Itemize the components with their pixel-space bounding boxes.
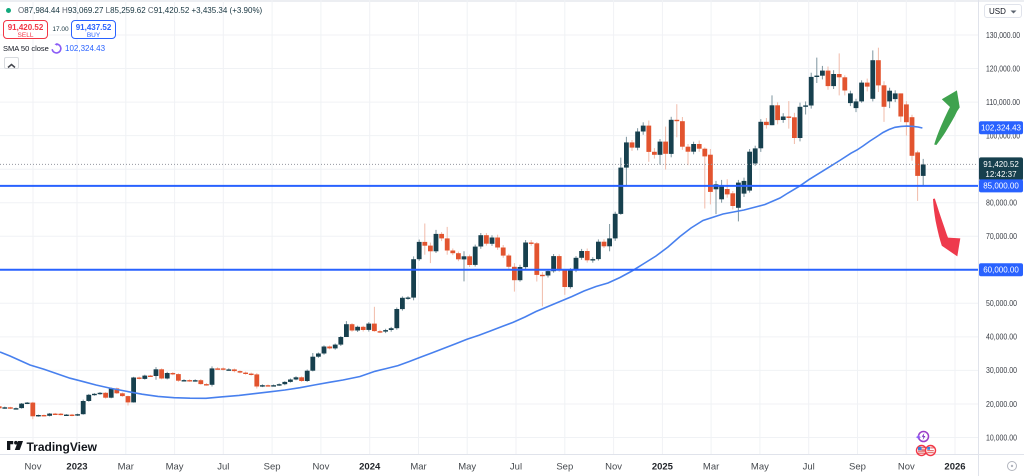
svg-text:Sep: Sep <box>264 462 281 473</box>
svg-text:120,000.00: 120,000.00 <box>986 64 1020 73</box>
svg-text:Sep: Sep <box>849 462 866 473</box>
svg-text:Mar: Mar <box>703 462 719 473</box>
svg-text:Nov: Nov <box>25 462 42 473</box>
svg-text:130,000.00: 130,000.00 <box>986 31 1020 40</box>
svg-text:91,420.52: 91,420.52 <box>983 160 1019 169</box>
svg-text:85,000.00: 85,000.00 <box>983 182 1019 191</box>
svg-text:102,324.43: 102,324.43 <box>981 124 1022 133</box>
svg-text:Nov: Nov <box>605 462 622 473</box>
svg-text:May: May <box>166 462 184 473</box>
svg-text:Nov: Nov <box>898 462 915 473</box>
svg-text:May: May <box>751 462 769 473</box>
svg-text:10,000.00: 10,000.00 <box>986 433 1017 442</box>
svg-text:100,000.00: 100,000.00 <box>986 131 1020 140</box>
svg-text:40,000.00: 40,000.00 <box>986 333 1017 342</box>
svg-text:2023: 2023 <box>66 462 87 473</box>
svg-text:Mar: Mar <box>410 462 426 473</box>
svg-text:110,000.00: 110,000.00 <box>986 98 1020 107</box>
svg-text:Nov: Nov <box>312 462 329 473</box>
svg-text:Jul: Jul <box>217 462 229 473</box>
svg-text:30,000.00: 30,000.00 <box>986 366 1017 375</box>
svg-text:Sep: Sep <box>556 462 573 473</box>
svg-text:50,000.00: 50,000.00 <box>986 299 1017 308</box>
svg-text:60,000.00: 60,000.00 <box>983 266 1019 275</box>
svg-text:2026: 2026 <box>944 462 965 473</box>
svg-text:Mar: Mar <box>118 462 134 473</box>
svg-text:Jul: Jul <box>803 462 815 473</box>
svg-text:70,000.00: 70,000.00 <box>986 232 1017 241</box>
svg-text:2024: 2024 <box>359 462 381 473</box>
svg-text:Jul: Jul <box>510 462 522 473</box>
svg-text:May: May <box>458 462 476 473</box>
svg-text:20,000.00: 20,000.00 <box>986 400 1017 409</box>
svg-text:12:42:37: 12:42:37 <box>985 170 1017 179</box>
svg-text:80,000.00: 80,000.00 <box>986 199 1017 208</box>
svg-text:2025: 2025 <box>652 462 674 473</box>
